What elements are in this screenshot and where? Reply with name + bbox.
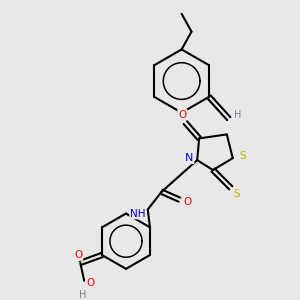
Text: O: O	[178, 110, 187, 120]
Text: S: S	[233, 189, 240, 199]
Text: O: O	[86, 278, 94, 288]
Text: NH: NH	[130, 208, 146, 218]
Text: O: O	[183, 196, 191, 207]
Text: O: O	[74, 250, 82, 260]
Text: H: H	[234, 110, 242, 120]
Text: S: S	[239, 151, 246, 161]
Text: H: H	[79, 290, 86, 300]
Text: N: N	[185, 153, 194, 163]
